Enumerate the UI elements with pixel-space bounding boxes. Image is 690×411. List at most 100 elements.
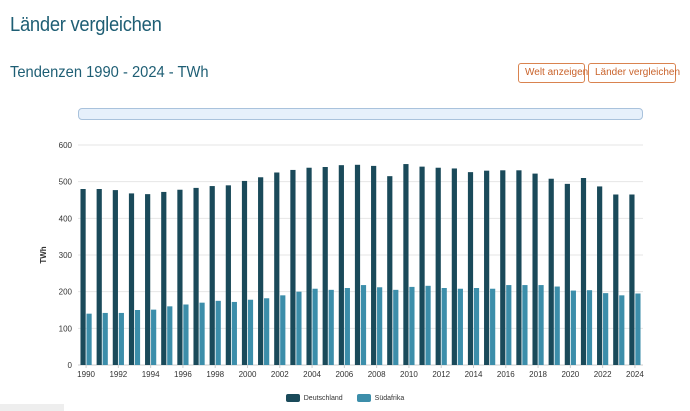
bar-chart: 0 100 200 300 400 500 600 TWh 1990 1992 1994 1996 19… bbox=[39, 141, 644, 379]
scrollbar[interactable] bbox=[0, 404, 64, 411]
bar-suedafrika bbox=[441, 288, 447, 365]
bar-suedafrika bbox=[264, 298, 270, 365]
bar-suedafrika bbox=[231, 301, 237, 365]
bar-deutschland bbox=[484, 170, 490, 365]
bar-deutschland bbox=[532, 173, 538, 365]
bar-deutschland bbox=[112, 190, 118, 365]
y-tick-label: 200 bbox=[59, 288, 73, 297]
bar-suedafrika bbox=[619, 295, 625, 365]
bar-suedafrika bbox=[586, 290, 593, 365]
x-tick-label: 2012 bbox=[432, 370, 450, 379]
y-tick-label: 100 bbox=[59, 324, 73, 333]
y-tick-label: 600 bbox=[59, 141, 73, 150]
x-tick-label: 2014 bbox=[465, 370, 483, 379]
bar-deutschland bbox=[145, 194, 151, 365]
bar-deutschland bbox=[564, 183, 570, 365]
bar-suedafrika bbox=[603, 293, 609, 365]
x-tick-label: 1996 bbox=[174, 370, 192, 379]
bar-suedafrika bbox=[360, 285, 367, 365]
bar-suedafrika bbox=[344, 288, 350, 365]
legend-label-suedafrika: Südafrika bbox=[374, 394, 405, 402]
bar-suedafrika bbox=[522, 285, 528, 365]
x-tick-label: 1992 bbox=[109, 370, 127, 379]
x-tick-label: 1994 bbox=[142, 370, 160, 379]
bar-suedafrika bbox=[457, 288, 463, 365]
y-tick-label: 400 bbox=[59, 214, 73, 223]
bar-deutschland bbox=[467, 172, 474, 365]
bar-suedafrika bbox=[118, 312, 124, 365]
bar-deutschland bbox=[387, 176, 393, 365]
x-tick-label: 2018 bbox=[529, 370, 547, 379]
bar-deutschland bbox=[80, 189, 86, 365]
bar-deutschland bbox=[516, 170, 522, 365]
x-tick-label: 2010 bbox=[400, 370, 418, 379]
bar-suedafrika bbox=[86, 313, 92, 365]
bar-suedafrika bbox=[490, 288, 496, 365]
bar-deutschland bbox=[258, 177, 264, 365]
legend-item-suedafrika[interactable]: Südafrika bbox=[356, 394, 405, 402]
x-tick-label: 2004 bbox=[303, 370, 321, 379]
bar-suedafrika bbox=[506, 285, 512, 365]
bar-suedafrika bbox=[425, 285, 431, 365]
y-tick-label: 0 bbox=[68, 361, 73, 370]
bar-deutschland bbox=[500, 170, 506, 365]
bar-deutschland bbox=[306, 167, 312, 365]
bar-suedafrika bbox=[183, 304, 189, 365]
y-tick-label: 500 bbox=[59, 178, 73, 187]
x-tick-label: 2022 bbox=[594, 370, 612, 379]
bar-deutschland bbox=[274, 172, 280, 365]
bar-suedafrika bbox=[296, 291, 302, 365]
bar-deutschland bbox=[613, 194, 619, 365]
bar-suedafrika bbox=[554, 286, 560, 365]
page-title: Länder vergleichen bbox=[10, 14, 162, 36]
x-tick-label: 2024 bbox=[626, 370, 644, 379]
bar-suedafrika bbox=[280, 295, 286, 365]
x-tick-label: 2008 bbox=[368, 370, 386, 379]
y-tick-label: 300 bbox=[59, 251, 73, 260]
world-view-button[interactable]: Welt anzeigen bbox=[518, 63, 588, 83]
x-tick-label: 2020 bbox=[561, 370, 579, 379]
bar-suedafrika bbox=[328, 289, 334, 365]
chart-legend: Deutschland Südafrika bbox=[0, 394, 690, 402]
bar-deutschland bbox=[290, 169, 296, 365]
bar-deutschland bbox=[177, 189, 183, 365]
y-axis-label: TWh bbox=[39, 246, 48, 263]
bar-suedafrika bbox=[199, 302, 205, 365]
bar-deutschland bbox=[338, 165, 344, 365]
legend-swatch-suedafrika bbox=[356, 394, 371, 402]
bar-suedafrika bbox=[409, 286, 415, 365]
bar-deutschland bbox=[435, 167, 441, 365]
bar-suedafrika bbox=[215, 300, 221, 365]
x-tick-label: 2000 bbox=[239, 370, 257, 379]
bar-suedafrika bbox=[473, 288, 480, 365]
bar-deutschland bbox=[597, 186, 603, 365]
bar-deutschland bbox=[322, 167, 328, 365]
x-tick-label: 1990 bbox=[77, 370, 95, 379]
bar-deutschland bbox=[96, 189, 102, 365]
bar-suedafrika bbox=[247, 299, 254, 365]
x-tick-label: 2006 bbox=[335, 370, 353, 379]
bar-suedafrika bbox=[134, 310, 141, 365]
compare-countries-button[interactable]: Länder vergleichen bbox=[588, 63, 680, 83]
bar-suedafrika bbox=[312, 288, 318, 365]
bar-deutschland bbox=[548, 178, 554, 365]
legend-swatch-deutschland bbox=[285, 394, 300, 402]
bar-deutschland bbox=[193, 187, 199, 365]
range-selector[interactable] bbox=[78, 108, 643, 120]
x-tick-label: 2016 bbox=[497, 370, 515, 379]
bar-deutschland bbox=[371, 165, 377, 365]
legend-item-deutschland[interactable]: Deutschland bbox=[285, 394, 343, 402]
x-tick-label: 2002 bbox=[271, 370, 289, 379]
bar-deutschland bbox=[403, 164, 409, 365]
bar-suedafrika bbox=[167, 306, 173, 365]
bar-deutschland bbox=[241, 180, 248, 365]
bar-suedafrika bbox=[151, 309, 157, 365]
bar-deutschland bbox=[225, 185, 231, 365]
bar-deutschland bbox=[419, 166, 425, 365]
bar-deutschland bbox=[629, 194, 635, 365]
bar-deutschland bbox=[451, 168, 457, 365]
bar-deutschland bbox=[209, 186, 215, 365]
bar-suedafrika bbox=[102, 312, 108, 365]
bar-deutschland bbox=[354, 164, 361, 365]
bar-suedafrika bbox=[570, 290, 576, 365]
